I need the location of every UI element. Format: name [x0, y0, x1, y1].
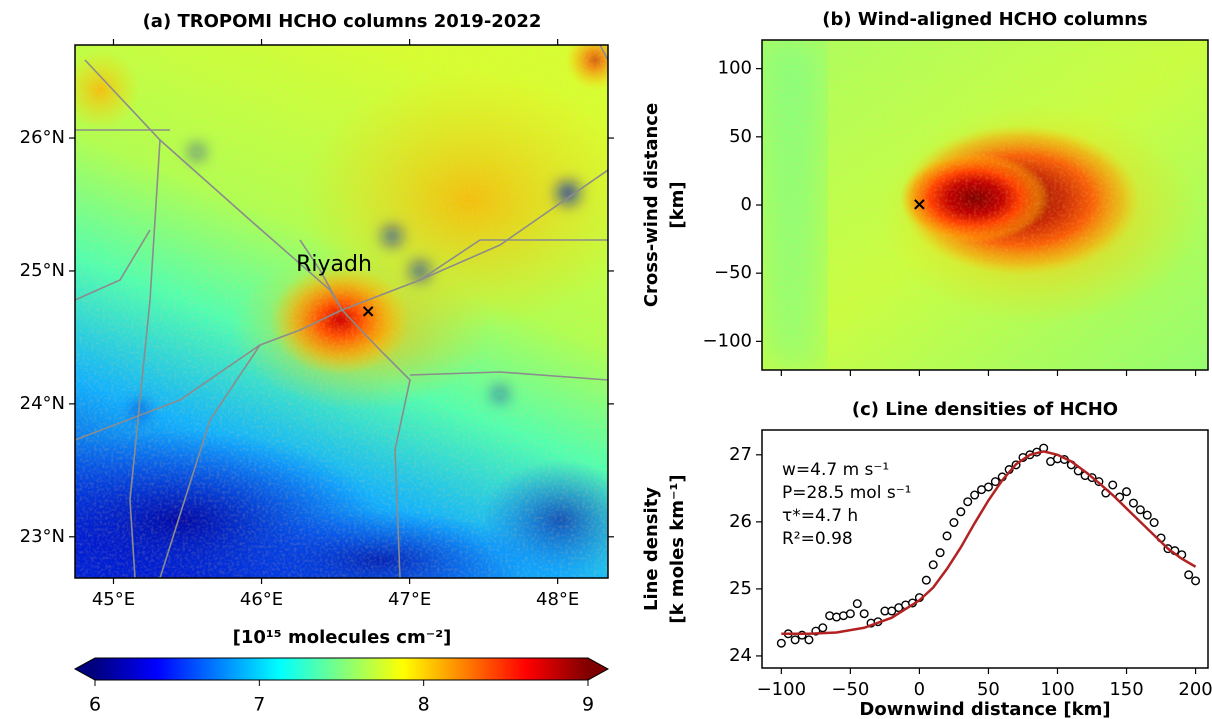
city-label: Riyadh: [296, 252, 372, 277]
data-point: [921, 575, 931, 585]
x-axis-label: Downwind distance [km]: [859, 699, 1110, 719]
x-tick-label: 0: [914, 679, 925, 700]
chart-title: (a) TROPOMI HCHO columns 2019-2022: [143, 11, 542, 32]
colorbar-label: [10¹⁵ molecules cm⁻²]: [233, 627, 452, 648]
y-tick-label: 24: [729, 645, 752, 666]
y-tick-label: 25: [729, 578, 752, 599]
data-point: [935, 548, 945, 558]
y-axis-label: Line density: [641, 487, 662, 611]
colorbar-extend-low: [75, 658, 95, 680]
map-frame: [74, 44, 609, 579]
x-tick-label: 45°E: [92, 589, 135, 610]
x-tick-label: 46°E: [240, 589, 283, 610]
site-marker: ×: [361, 301, 376, 322]
data-point: [970, 490, 980, 500]
y-tick-label: 24°N: [20, 393, 65, 414]
y-axis-label: [km]: [667, 181, 688, 228]
colorbar-tick-label: 9: [582, 694, 594, 716]
colorbar-extend-high: [588, 658, 608, 680]
chart-title: (c) Line densities of HCHO: [852, 399, 1118, 420]
x-tick-label: 47°E: [388, 589, 431, 610]
data-point: [949, 518, 959, 528]
data-point: [1142, 510, 1152, 520]
data-point: [887, 606, 897, 616]
y-tick-label: 26: [729, 511, 752, 532]
colorbar: [95, 658, 588, 680]
fit-annotation: P=28.5 mol s⁻¹: [782, 483, 911, 503]
y-tick-label: 100: [718, 58, 752, 79]
y-tick-label: 50: [729, 126, 752, 147]
data-point: [845, 609, 855, 619]
data-point: [983, 482, 993, 492]
x-tick-label: 150: [1109, 679, 1143, 700]
y-axis-label: Cross-wind distance: [641, 103, 662, 307]
data-point: [1128, 498, 1138, 508]
colorbar-tick-label: 7: [253, 694, 265, 716]
y-tick-label: 27: [729, 444, 752, 465]
fit-annotation: w=4.7 m s⁻¹: [782, 460, 889, 480]
fit-line: [781, 450, 1197, 636]
data-point: [1108, 480, 1118, 490]
data-point: [797, 630, 807, 640]
roads: [75, 45, 608, 578]
data-point: [790, 635, 800, 645]
x-tick-label: −50: [831, 679, 869, 700]
y-tick-label: 26°N: [20, 127, 65, 148]
data-point: [1184, 570, 1194, 580]
chart-title: (b) Wind-aligned HCHO columns: [822, 9, 1148, 30]
data-point: [852, 599, 862, 609]
x-tick-label: 200: [1178, 679, 1212, 700]
y-tick-label: −100: [703, 330, 752, 351]
y-tick-label: 0: [741, 194, 752, 215]
x-tick-label: −100: [757, 679, 806, 700]
data-point: [859, 609, 869, 619]
data-point: [776, 638, 786, 648]
fit-annotation: τ*=4.7 h: [782, 506, 858, 526]
y-tick-label: 25°N: [20, 260, 65, 281]
data-point: [1191, 576, 1201, 586]
line-frame: [761, 429, 1209, 669]
y-axis-label: [k moles km⁻¹]: [667, 474, 688, 623]
x-tick-label: 50: [977, 679, 1000, 700]
y-tick-label: −50: [714, 262, 752, 283]
y-tick-label: 23°N: [20, 526, 65, 547]
map-image: [75, 45, 608, 578]
data-point: [928, 560, 938, 570]
data-point: [942, 531, 952, 541]
data-point: [818, 623, 828, 633]
data-point: [990, 477, 1000, 487]
data-point: [1122, 487, 1132, 497]
data-point: [1135, 505, 1145, 515]
data-point: [956, 507, 966, 517]
data-point: [1149, 518, 1159, 528]
plume-image: [762, 40, 1208, 370]
x-tick-label: 48°E: [536, 589, 579, 610]
colorbar-tick-label: 6: [89, 694, 101, 716]
data-point: [804, 635, 814, 645]
fit-annotation: R²=0.98: [782, 529, 853, 549]
data-point: [963, 497, 973, 507]
colorbar-tick-label: 8: [418, 694, 430, 716]
site-marker: ×: [912, 194, 927, 215]
x-tick-label: 100: [1040, 679, 1074, 700]
